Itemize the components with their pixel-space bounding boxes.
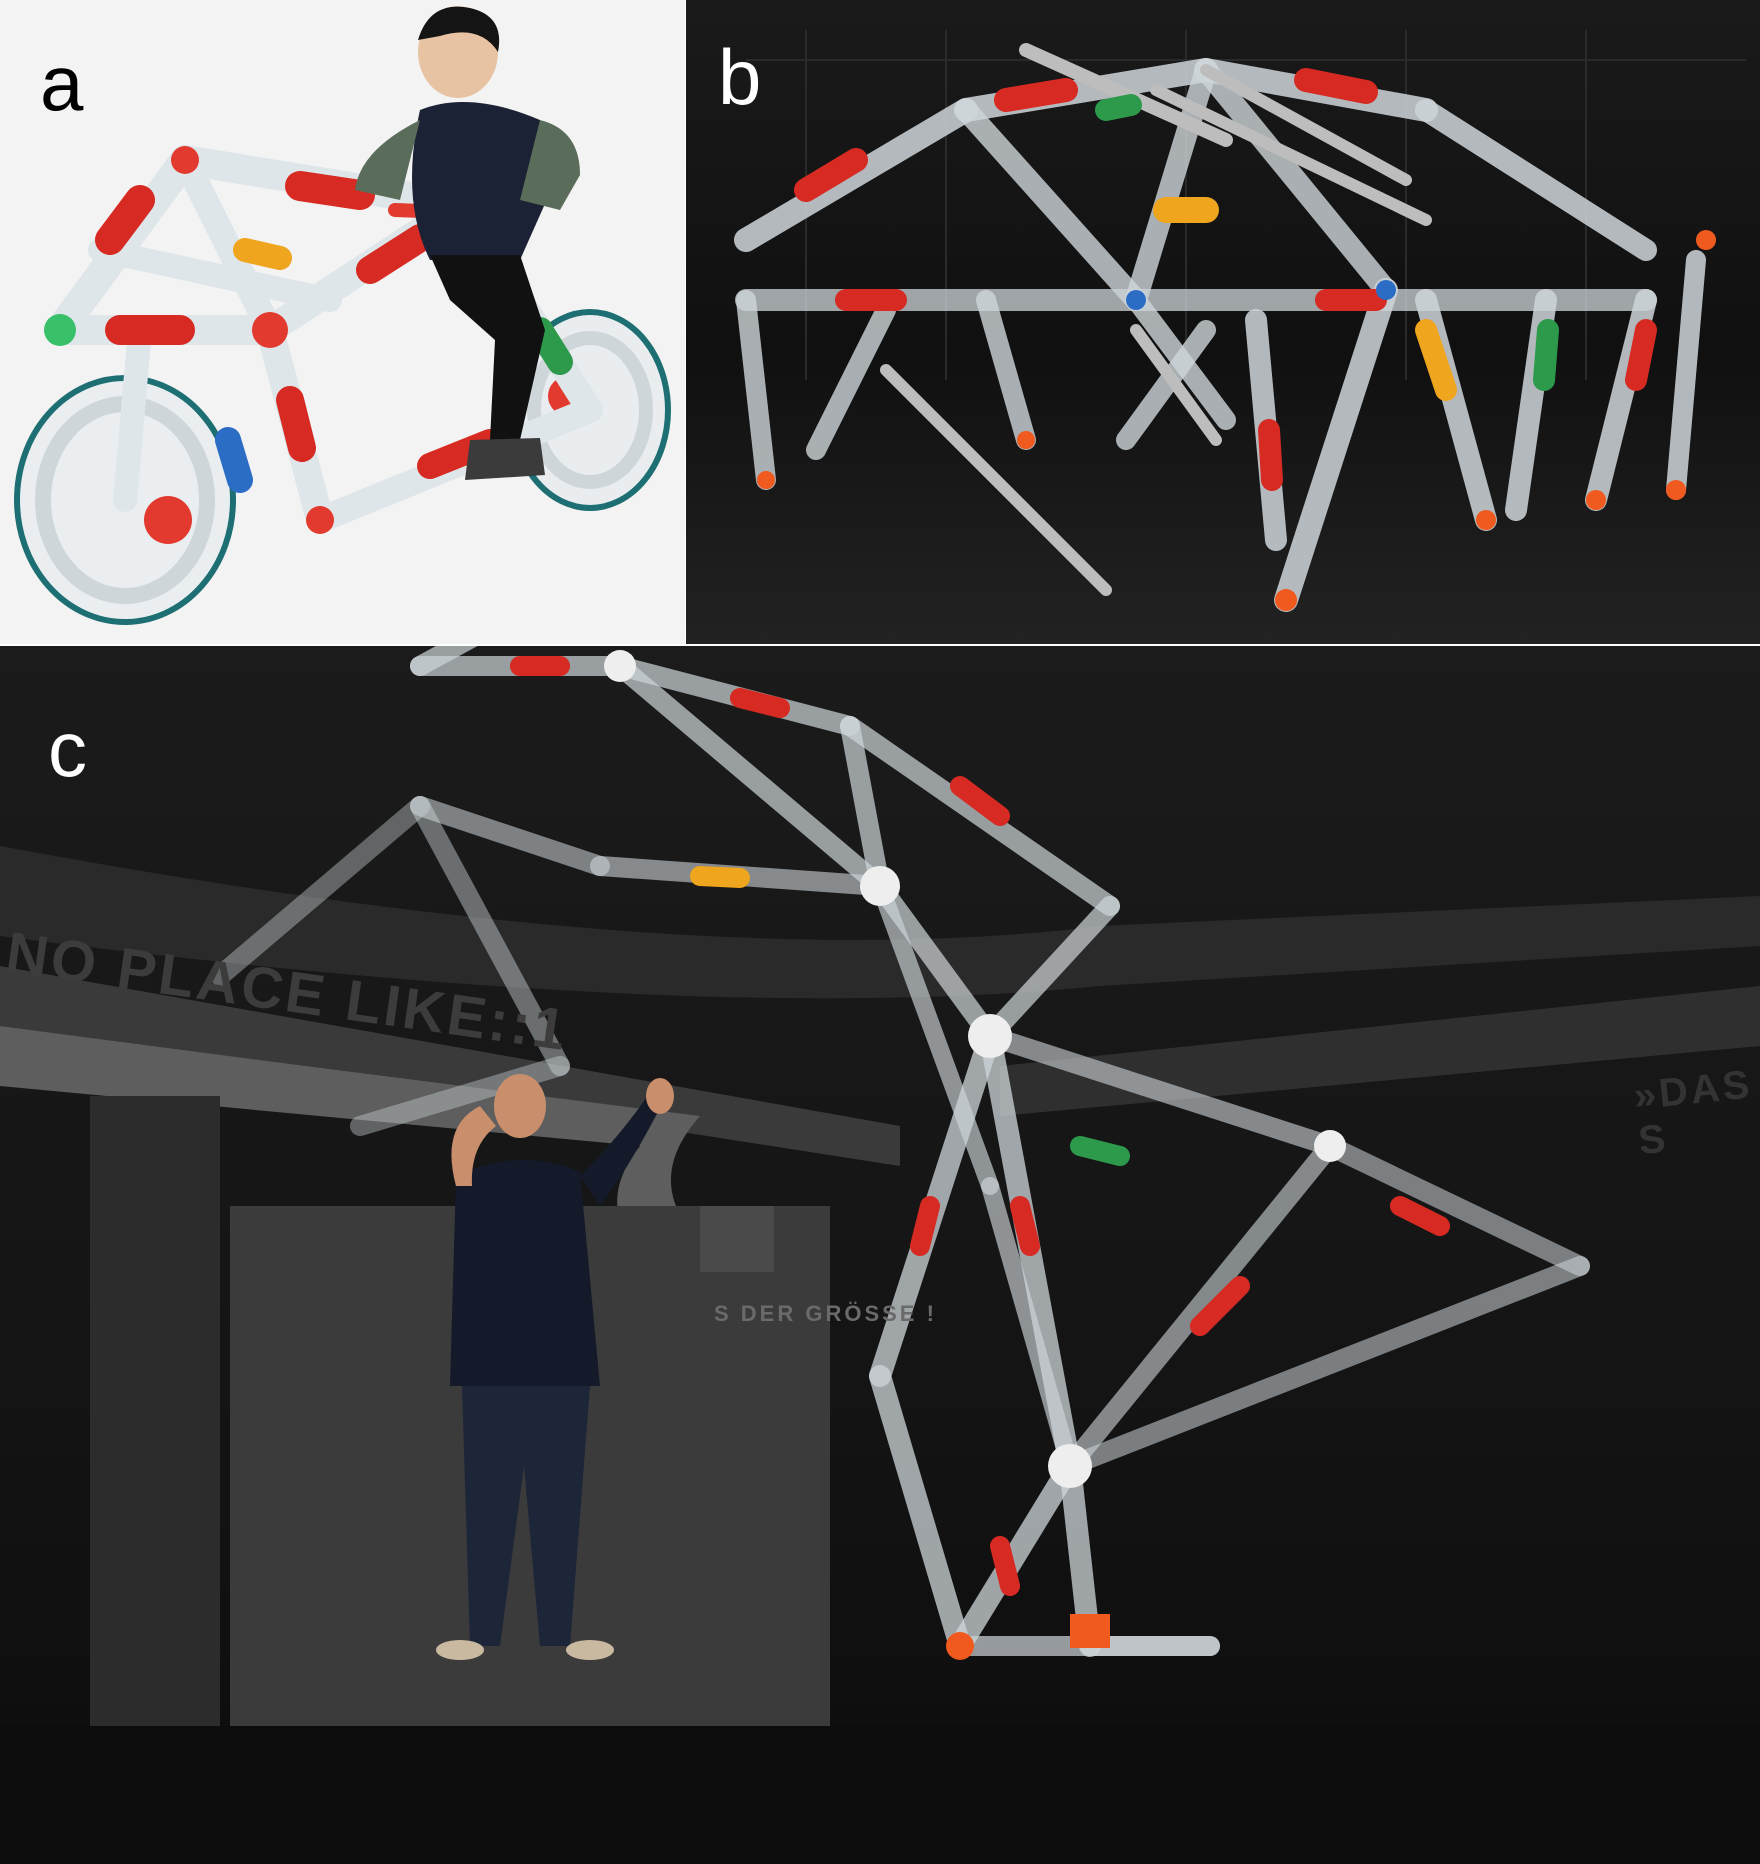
panel-label-c: c	[48, 705, 87, 793]
bottle-bicycle-illustration	[14, 6, 671, 625]
walker-structure	[734, 43, 1716, 612]
wall-lettering-center: S DER GRÖSSE !	[714, 1301, 937, 1326]
panel-label-a: a	[40, 39, 84, 127]
person-figure	[436, 1074, 674, 1660]
rider-figure	[355, 6, 580, 480]
atrium-truss-illustration	[0, 646, 1760, 1864]
bottle-walker-illustration	[686, 0, 1760, 644]
bottle-frame	[44, 145, 603, 534]
panel-b-bottle-walker-photo: b	[686, 0, 1760, 644]
panel-label-b: b	[718, 33, 762, 121]
panel-a-bottle-bicycle-photo: a	[0, 0, 685, 644]
bottle-truss-structure	[210, 646, 1590, 1660]
atrium-architecture	[0, 846, 1760, 1864]
panel-c-bottle-truss-photo: NO PLACE LIKE::1 »DAS S S DER GRÖSSE ! c	[0, 646, 1760, 1864]
wall-lettering-right: »DAS S	[1631, 1062, 1755, 1164]
